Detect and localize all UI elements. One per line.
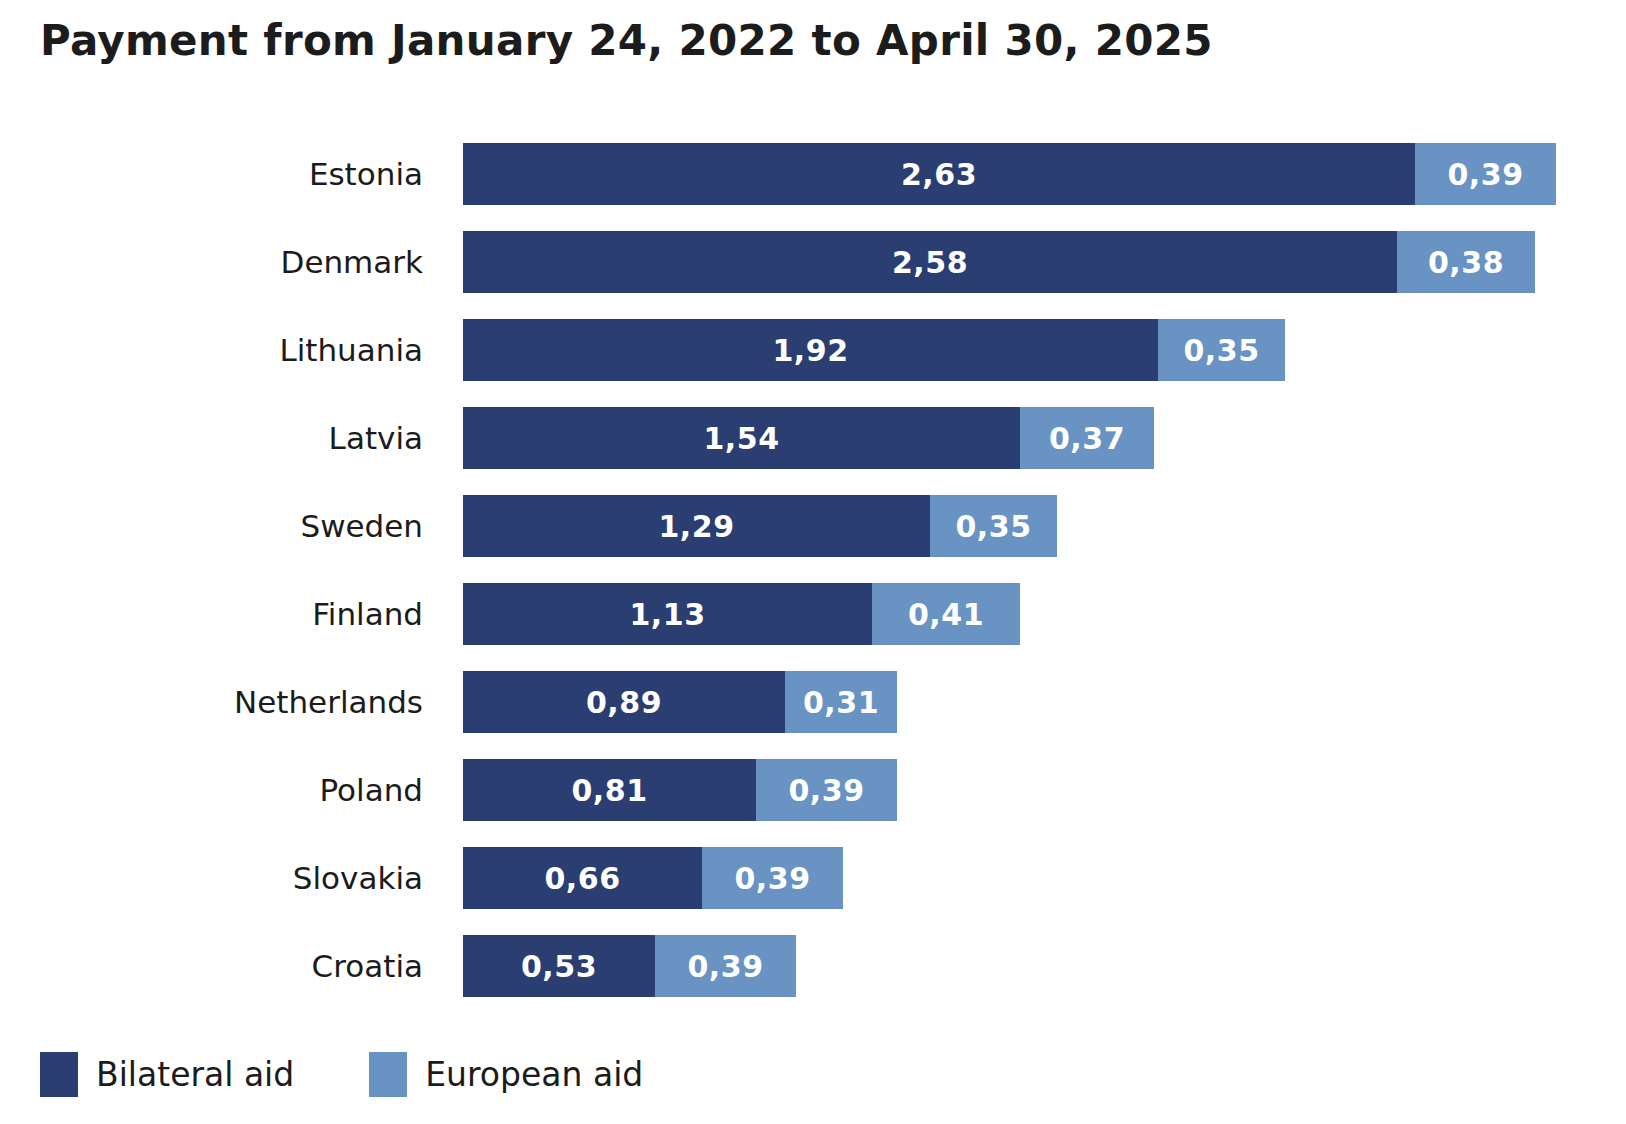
segment-value-label: 0,39 bbox=[1447, 157, 1523, 192]
category-label: Finland bbox=[0, 596, 423, 632]
chart-row: Latvia 1,54 0,37 bbox=[0, 407, 1626, 469]
category-label: Poland bbox=[0, 772, 423, 808]
category-label: Netherlands bbox=[0, 684, 423, 720]
segment-value-label: 0,35 bbox=[955, 509, 1031, 544]
segment-value-label: 1,54 bbox=[703, 421, 779, 456]
bilateral-aid-swatch bbox=[40, 1052, 78, 1097]
chart-row: Poland 0,81 0,39 bbox=[0, 759, 1626, 821]
segment-value-label: 0,39 bbox=[687, 949, 763, 984]
category-label: Croatia bbox=[0, 948, 423, 984]
bilateral-aid-segment: 0,66 bbox=[463, 847, 702, 909]
bilateral-aid-segment: 1,92 bbox=[463, 319, 1158, 381]
bilateral-aid-segment: 2,63 bbox=[463, 143, 1415, 205]
bar-stack: 0,89 0,31 bbox=[463, 671, 897, 733]
chart-row: Estonia 2,63 0,39 bbox=[0, 143, 1626, 205]
bar-stack: 2,63 0,39 bbox=[463, 143, 1556, 205]
bar-stack: 2,58 0,38 bbox=[463, 231, 1535, 293]
chart-page: Payment from January 24, 2022 to April 3… bbox=[0, 16, 1626, 1124]
category-label: Sweden bbox=[0, 508, 423, 544]
chart-row: Slovakia 0,66 0,39 bbox=[0, 847, 1626, 909]
category-label: Lithuania bbox=[0, 332, 423, 368]
european-aid-segment: 0,39 bbox=[702, 847, 843, 909]
european-aid-segment: 0,37 bbox=[1020, 407, 1154, 469]
bar-stack: 0,53 0,39 bbox=[463, 935, 796, 997]
european-aid-segment: 0,39 bbox=[756, 759, 897, 821]
european-aid-segment: 0,31 bbox=[785, 671, 897, 733]
category-label: Slovakia bbox=[0, 860, 423, 896]
bilateral-aid-segment: 0,81 bbox=[463, 759, 756, 821]
segment-value-label: 0,81 bbox=[571, 773, 647, 808]
segment-value-label: 0,38 bbox=[1428, 245, 1504, 280]
bar-stack: 1,54 0,37 bbox=[463, 407, 1154, 469]
bilateral-aid-segment: 1,54 bbox=[463, 407, 1020, 469]
segment-value-label: 0,35 bbox=[1183, 333, 1259, 368]
european-aid-segment: 0,41 bbox=[872, 583, 1020, 645]
european-aid-segment: 0,35 bbox=[930, 495, 1057, 557]
european-aid-segment: 0,39 bbox=[1415, 143, 1556, 205]
bilateral-aid-segment: 1,29 bbox=[463, 495, 930, 557]
european-aid-swatch bbox=[369, 1052, 407, 1097]
european-aid-segment: 0,39 bbox=[655, 935, 796, 997]
chart-title: Payment from January 24, 2022 to April 3… bbox=[40, 16, 1626, 66]
chart-row: Sweden 1,29 0,35 bbox=[0, 495, 1626, 557]
chart-row: Finland 1,13 0,41 bbox=[0, 583, 1626, 645]
segment-value-label: 0,39 bbox=[734, 861, 810, 896]
segment-value-label: 0,31 bbox=[803, 685, 879, 720]
segment-value-label: 1,13 bbox=[629, 597, 705, 632]
legend-label-european: European aid bbox=[425, 1055, 643, 1094]
category-label: Denmark bbox=[0, 244, 423, 280]
bar-stack: 1,13 0,41 bbox=[463, 583, 1020, 645]
category-label: Latvia bbox=[0, 420, 423, 456]
segment-value-label: 1,29 bbox=[658, 509, 734, 544]
legend-label-bilateral: Bilateral aid bbox=[96, 1055, 294, 1094]
stacked-bar-chart: Estonia 2,63 0,39 Denmark 2,58 0,38 Lithuania 1… bbox=[0, 143, 1626, 997]
segment-value-label: 0,66 bbox=[544, 861, 620, 896]
bar-stack: 1,29 0,35 bbox=[463, 495, 1057, 557]
bar-stack: 1,92 0,35 bbox=[463, 319, 1285, 381]
segment-value-label: 2,58 bbox=[892, 245, 968, 280]
bar-stack: 0,66 0,39 bbox=[463, 847, 843, 909]
segment-value-label: 0,89 bbox=[586, 685, 662, 720]
bilateral-aid-segment: 1,13 bbox=[463, 583, 872, 645]
bar-stack: 0,81 0,39 bbox=[463, 759, 897, 821]
chart-row: Netherlands 0,89 0,31 bbox=[0, 671, 1626, 733]
legend-item-european: European aid bbox=[369, 1052, 643, 1097]
segment-value-label: 1,92 bbox=[772, 333, 848, 368]
segment-value-label: 0,39 bbox=[788, 773, 864, 808]
european-aid-segment: 0,38 bbox=[1397, 231, 1535, 293]
chart-row: Lithuania 1,92 0,35 bbox=[0, 319, 1626, 381]
legend: Bilateral aid European aid bbox=[40, 1052, 1626, 1097]
segment-value-label: 0,53 bbox=[521, 949, 597, 984]
bilateral-aid-segment: 0,53 bbox=[463, 935, 655, 997]
segment-value-label: 0,37 bbox=[1049, 421, 1125, 456]
chart-row: Croatia 0,53 0,39 bbox=[0, 935, 1626, 997]
chart-row: Denmark 2,58 0,38 bbox=[0, 231, 1626, 293]
bilateral-aid-segment: 2,58 bbox=[463, 231, 1397, 293]
category-label: Estonia bbox=[0, 156, 423, 192]
legend-item-bilateral: Bilateral aid bbox=[40, 1052, 294, 1097]
segment-value-label: 2,63 bbox=[901, 157, 977, 192]
bilateral-aid-segment: 0,89 bbox=[463, 671, 785, 733]
segment-value-label: 0,41 bbox=[908, 597, 984, 632]
european-aid-segment: 0,35 bbox=[1158, 319, 1285, 381]
